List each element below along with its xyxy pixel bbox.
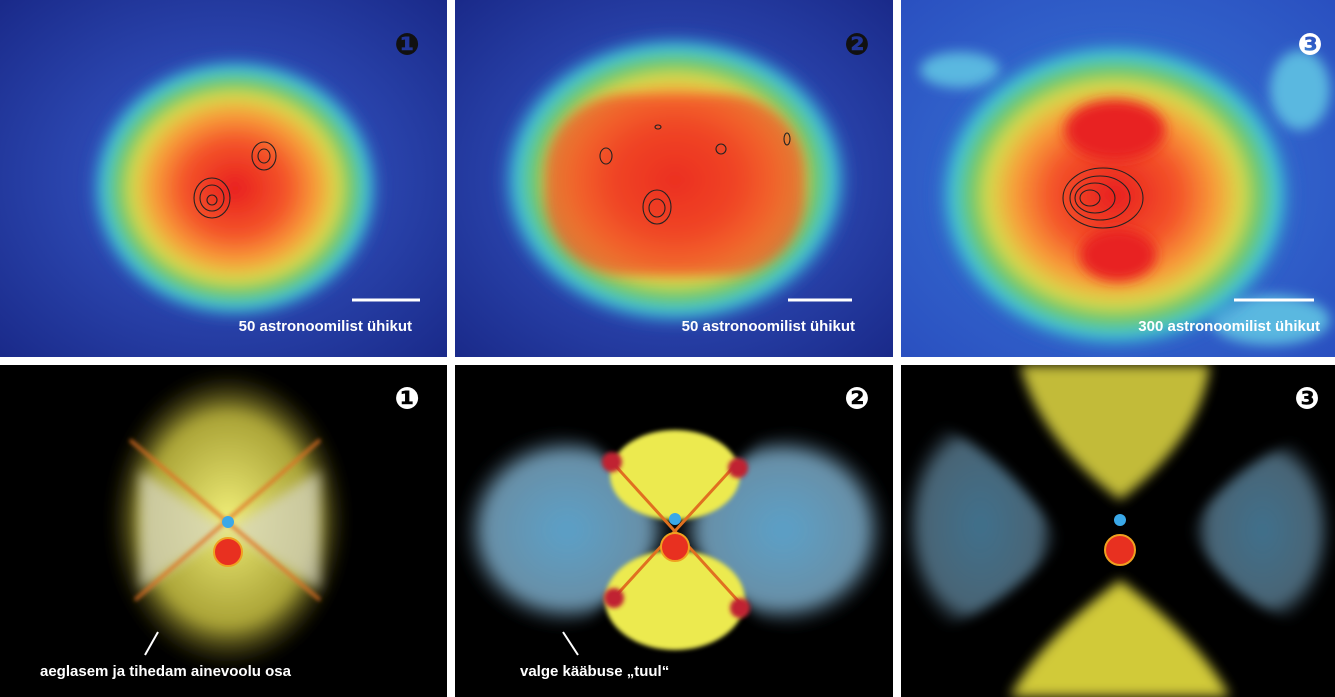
panel-number: ❷ <box>844 382 869 417</box>
panel-number: ❶ <box>394 382 419 417</box>
outflow-lobe <box>605 550 745 650</box>
giant-star <box>1105 535 1135 565</box>
sketch-panel: aeglasem ja tihedam ainevoolu osa ❶ <box>0 365 447 697</box>
panel-number: ❷ <box>844 28 869 63</box>
panel-number: ❸ <box>1294 382 1319 417</box>
scale-label: 50 astronoomilist ühikut <box>682 318 855 335</box>
panel-number: ❸ <box>1297 28 1322 63</box>
map-panel: ❸ 300 astronoomilist ühikut <box>901 0 1335 357</box>
sketch-panel: ❸ <box>901 365 1335 697</box>
map-panel: ❶ 50 astronoomilist ühikut <box>0 0 447 357</box>
caption: valge kääbuse „tuul“ <box>520 663 669 680</box>
white-dwarf <box>222 516 234 528</box>
figure: ❶ 50 astronoomilist ühikut ❷ 50 astronoo… <box>0 0 1335 697</box>
outflow-lobe <box>610 430 740 520</box>
giant-star <box>214 538 242 566</box>
scale-label: 50 astronoomilist ühikut <box>239 318 412 335</box>
scale-label: 300 astronoomilist ühikut <box>1138 318 1320 335</box>
map-panel: ❷ 50 astronoomilist ühikut <box>455 0 893 357</box>
caption: aeglasem ja tihedam ainevoolu osa <box>40 663 292 680</box>
white-dwarf <box>1114 514 1126 526</box>
giant-star <box>661 533 689 561</box>
emission-blob <box>85 53 385 323</box>
panel-number: ❶ <box>394 28 419 63</box>
white-dwarf <box>669 513 681 525</box>
emission-core <box>545 95 805 275</box>
sketch-panel: valge kääbuse „tuul“ ❷ <box>455 365 893 697</box>
